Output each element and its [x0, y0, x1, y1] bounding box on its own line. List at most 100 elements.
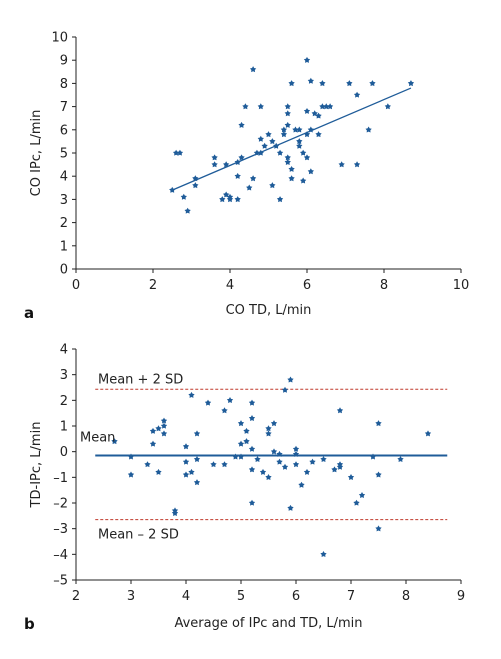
data-point	[192, 182, 199, 189]
data-point	[300, 149, 307, 156]
panel-a-label: a	[24, 304, 34, 322]
data-point	[265, 131, 272, 138]
data-point	[358, 492, 366, 498]
data-point	[249, 66, 257, 73]
data-point	[298, 481, 305, 488]
y-tick-label: –4	[53, 548, 68, 563]
data-point	[149, 440, 157, 447]
data-point	[111, 438, 118, 445]
data-point	[287, 376, 294, 383]
panel-a-x-axis-label: CO TD, L/min	[226, 303, 312, 318]
data-point	[320, 456, 327, 463]
x-tick-label: 4	[226, 278, 234, 293]
data-point	[292, 461, 300, 468]
data-point	[237, 420, 245, 427]
data-point	[270, 420, 278, 427]
data-point	[346, 80, 353, 87]
data-point	[172, 149, 180, 156]
y-tick-label: –3	[53, 522, 68, 537]
data-point	[369, 80, 376, 87]
data-point	[323, 103, 330, 110]
data-point	[315, 131, 322, 138]
data-point	[319, 103, 326, 110]
data-point	[219, 196, 226, 203]
y-tick-label: 0	[60, 445, 68, 460]
panel-a: 0 2 4 6 8 10 0 1 2 3 4 5 6 7 8 9 10 CO TD, L/min CO IPc,…	[24, 31, 469, 323]
mean-label: Mean	[80, 431, 115, 446]
data-point	[171, 509, 179, 516]
data-point	[407, 80, 415, 87]
y-tick-label: 7	[60, 100, 68, 115]
data-point	[204, 399, 212, 406]
data-point	[331, 466, 338, 473]
data-point	[234, 196, 241, 203]
data-point	[237, 453, 245, 460]
data-point	[265, 474, 272, 480]
y-tick-label: 0	[60, 263, 68, 278]
data-point	[284, 103, 291, 110]
y-tick-label: 2	[60, 394, 68, 409]
data-point	[127, 471, 135, 478]
data-point	[287, 504, 294, 511]
x-tick-label: 8	[402, 589, 410, 604]
data-point	[280, 131, 288, 138]
data-point	[284, 154, 291, 161]
data-point	[315, 112, 322, 119]
lower-limit-label: Mean – 2 SD	[98, 528, 179, 543]
y-tick-label: 10	[51, 31, 68, 46]
data-point	[336, 407, 344, 414]
y-tick-label: 4	[60, 170, 68, 185]
data-point	[248, 499, 256, 506]
data-point	[261, 142, 268, 149]
x-tick-label: 6	[303, 278, 311, 293]
x-tick-label: 10	[453, 278, 470, 293]
data-point	[234, 172, 241, 179]
data-point	[180, 193, 187, 200]
data-point	[182, 443, 190, 450]
data-point	[144, 461, 151, 468]
data-point	[238, 154, 245, 161]
data-point	[249, 175, 257, 182]
data-point	[353, 499, 360, 506]
data-point	[292, 126, 299, 133]
data-point	[292, 445, 300, 452]
panel-b-label: b	[24, 615, 35, 633]
data-point	[338, 161, 345, 168]
data-point	[238, 121, 245, 128]
data-point	[193, 479, 201, 486]
data-point	[210, 461, 217, 468]
data-point	[193, 430, 201, 437]
data-point	[303, 56, 311, 63]
data-point	[127, 453, 135, 460]
data-point	[375, 471, 382, 478]
data-point	[365, 126, 372, 133]
x-tick-label: 8	[380, 278, 388, 293]
data-point	[155, 425, 162, 432]
data-point	[160, 422, 168, 429]
data-point	[248, 466, 256, 473]
data-point	[259, 468, 267, 475]
data-point	[296, 126, 303, 133]
data-point	[397, 456, 404, 463]
data-point	[288, 80, 295, 87]
data-point	[320, 551, 327, 557]
panel-b: 2 3 4 5 6 7 8 9 –5 –4 –3 –2 –1 0 1 2 3 4 Mean + 2 SD Mean…	[24, 343, 465, 634]
data-point	[269, 182, 276, 189]
data-point	[257, 135, 264, 142]
data-point	[336, 463, 344, 470]
data-point	[284, 110, 291, 117]
x-tick-label: 4	[182, 589, 190, 604]
data-point	[284, 121, 291, 128]
data-point	[242, 103, 249, 110]
data-point	[281, 463, 289, 470]
data-point	[424, 430, 432, 437]
data-point	[160, 417, 168, 424]
data-point	[257, 103, 264, 110]
data-point	[276, 458, 283, 465]
data-point	[226, 397, 234, 403]
data-point	[326, 103, 334, 110]
data-point	[265, 425, 272, 432]
data-point	[188, 391, 195, 398]
data-point	[243, 438, 250, 445]
